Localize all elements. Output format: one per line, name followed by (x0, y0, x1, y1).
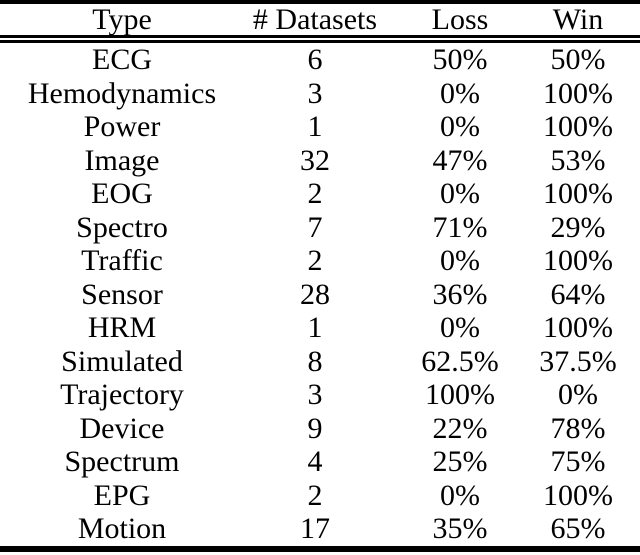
datasets-cell: 2 (307, 177, 323, 210)
type-cell: EOG (91, 177, 153, 210)
win-cell: 100% (543, 244, 613, 277)
loss-cell: 0% (440, 177, 480, 210)
table-row: EOG 2 0% 100% (0, 177, 640, 211)
datasets-cell: 9 (307, 411, 323, 445)
datasets-cell: 32 (300, 143, 330, 177)
type-cell: EPG (93, 478, 151, 512)
datasets-cell: 3 (307, 76, 323, 110)
type-cell: Spectrum (64, 445, 180, 478)
type-cell: Trajectory (60, 378, 184, 411)
table-row: Spectro 7 71% 29% (0, 211, 640, 245)
win-cell: 75% (550, 445, 606, 478)
datasets-cell: 8 (307, 344, 323, 378)
win-cell: 100% (543, 177, 613, 210)
win-cell: 100% (543, 478, 613, 512)
datasets-cell: 1 (307, 311, 323, 344)
loss-cell: 50% (432, 43, 488, 76)
table-row: Simulated 8 62.5% 37.5% (0, 345, 640, 379)
type-cell: Simulated (61, 344, 183, 378)
datasets-cell: 4 (307, 445, 323, 478)
win-cell: 64% (550, 277, 606, 311)
datasets-cell: 7 (307, 210, 323, 244)
loss-cell: 100% (425, 378, 495, 411)
loss-cell: 0% (440, 76, 480, 110)
loss-cell: 0% (440, 311, 480, 344)
win-cell: 100% (543, 311, 613, 344)
datasets-cell: 2 (307, 244, 323, 277)
type-cell: Device (79, 411, 165, 445)
column-header-win: Win (534, 2, 640, 43)
column-header-loss: Loss (386, 2, 534, 43)
loss-cell: 71% (432, 210, 488, 244)
table-header-row: Type # Datasets Loss Win (0, 2, 640, 43)
type-cell: Traffic (81, 244, 163, 277)
type-cell: Hemodynamics (27, 76, 217, 110)
type-cell: HRM (87, 311, 157, 344)
win-cell: 100% (543, 110, 613, 143)
datasets-cell: 6 (307, 43, 323, 76)
type-cell: ECG (92, 43, 152, 76)
loss-cell: 0% (440, 244, 480, 277)
win-cell: 53% (550, 143, 606, 177)
type-cell: Power (83, 110, 161, 143)
datasets-cell: 1 (307, 110, 323, 143)
loss-cell: 62.5% (421, 344, 499, 378)
table-body: ECG 6 50% 50% Hemodynamics 3 0% 100% Pow… (0, 39, 640, 549)
loss-cell: 0% (440, 110, 480, 143)
loss-cell: 25% (432, 445, 488, 478)
datasets-cell: 2 (307, 478, 323, 512)
loss-cell: 35% (432, 512, 488, 545)
column-header-type: Type (0, 2, 244, 43)
table-row: Device 9 22% 78% (0, 412, 640, 446)
win-cell: 78% (550, 411, 606, 445)
table-row: Power 1 0% 100% (0, 110, 640, 144)
datasets-cell: 17 (300, 512, 330, 545)
table-row: ECG 6 50% 50% (0, 39, 640, 77)
table-row: Motion 17 35% 65% (0, 512, 640, 549)
column-header-num-datasets: # Datasets (244, 2, 386, 43)
win-cell: 29% (550, 210, 606, 244)
table-row: HRM 1 0% 100% (0, 311, 640, 345)
table-row: Spectrum 4 25% 75% (0, 445, 640, 479)
type-cell: Image (84, 143, 160, 177)
win-cell: 100% (543, 76, 613, 110)
table-row: Sensor 28 36% 64% (0, 278, 640, 312)
datasets-cell: 3 (307, 378, 323, 411)
table-row: EPG 2 0% 100% (0, 479, 640, 513)
loss-cell: 22% (432, 411, 488, 445)
type-cell: Sensor (81, 277, 163, 311)
win-cell: 65% (550, 512, 606, 545)
table-row: Trajectory 3 100% 0% (0, 378, 640, 412)
loss-cell: 36% (432, 277, 488, 311)
table-row: Traffic 2 0% 100% (0, 244, 640, 278)
table-row: Hemodynamics 3 0% 100% (0, 77, 640, 111)
type-cell: Spectro (76, 210, 168, 244)
win-cell: 50% (550, 43, 606, 76)
win-cell: 0% (558, 378, 598, 411)
win-cell: 37.5% (539, 344, 617, 378)
type-cell: Motion (77, 512, 167, 545)
loss-cell: 47% (432, 143, 488, 177)
datasets-cell: 28 (300, 277, 330, 311)
table-row: Image 32 47% 53% (0, 144, 640, 178)
loss-cell: 0% (440, 478, 480, 512)
